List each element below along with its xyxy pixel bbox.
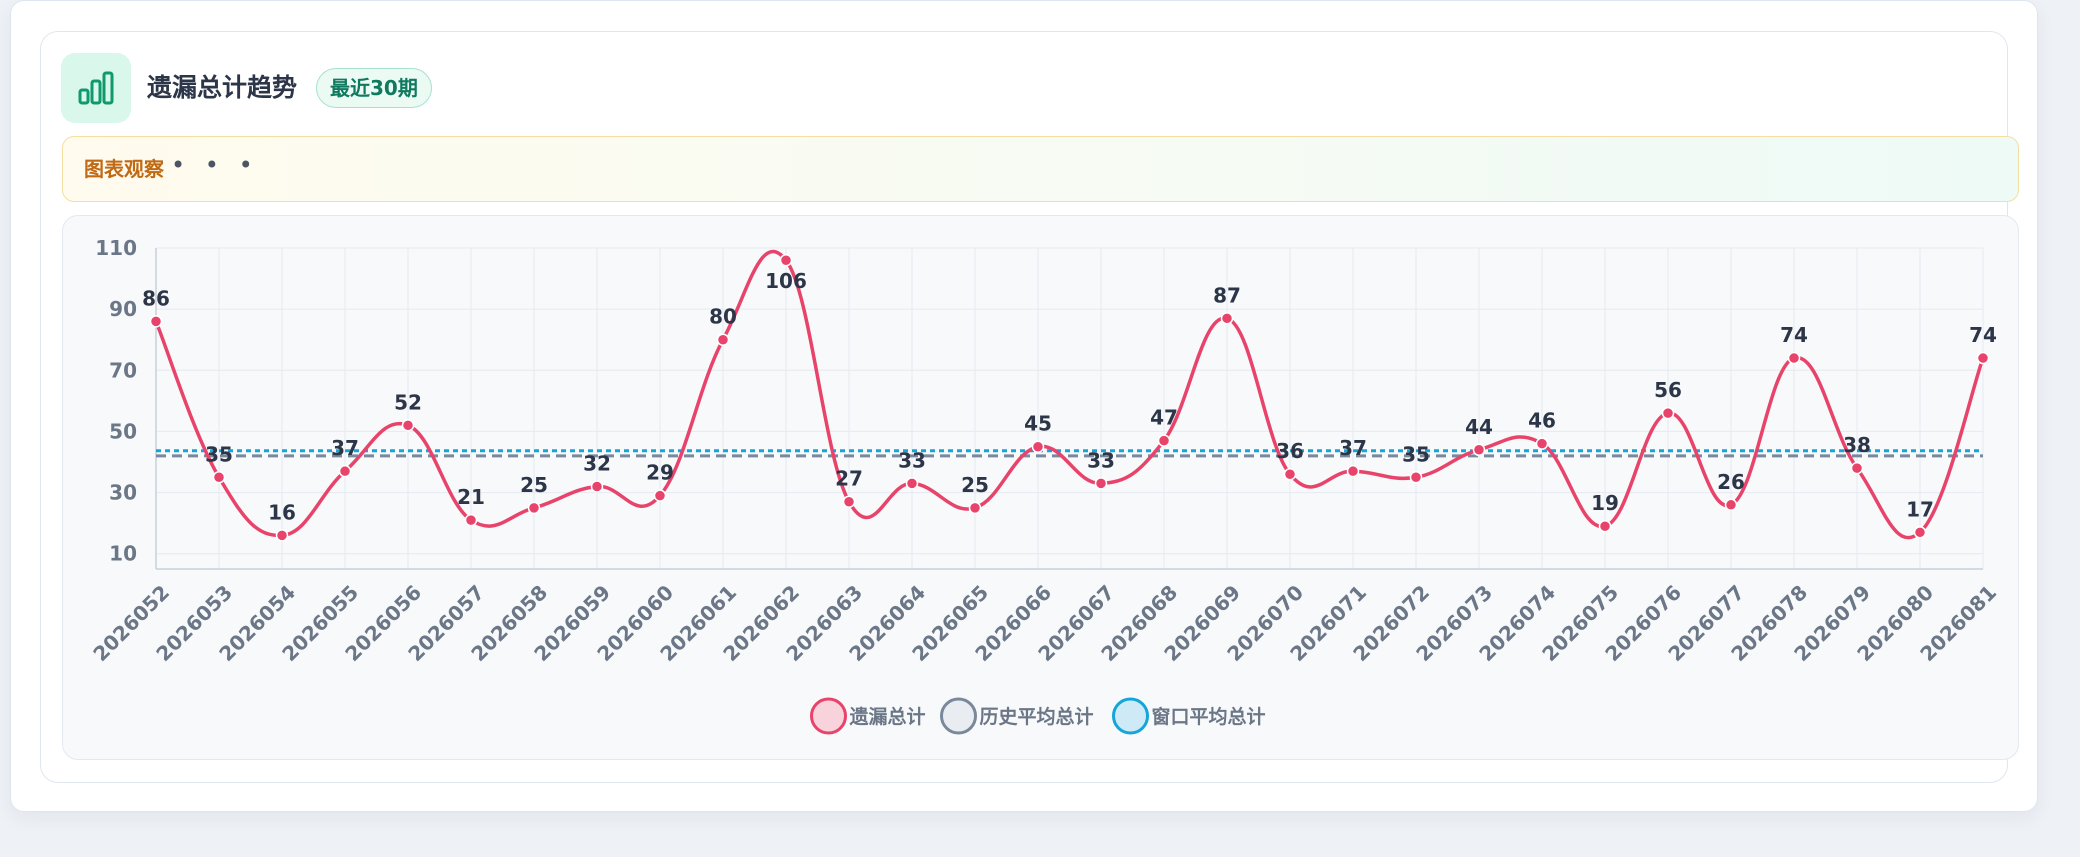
data-label: 33	[1087, 448, 1115, 472]
data-point[interactable]	[1724, 498, 1738, 512]
data-point[interactable]	[1913, 526, 1927, 539]
y-tick-label: 90	[109, 297, 137, 321]
data-point[interactable]	[590, 480, 604, 493]
data-label: 38	[1843, 433, 1871, 457]
legend-historical-average[interactable]: 历史平均总计	[940, 697, 1094, 735]
data-point[interactable]	[1976, 351, 1990, 365]
data-point[interactable]	[1850, 461, 1864, 475]
data-label: 45	[1024, 412, 1052, 436]
data-point[interactable]	[1157, 434, 1171, 447]
data-point[interactable]	[842, 495, 856, 508]
legend-marker	[810, 697, 847, 735]
data-point[interactable]	[527, 501, 541, 515]
data-label: 106	[765, 269, 807, 293]
more-icon[interactable]: • • •	[171, 151, 259, 179]
data-label: 74	[1969, 323, 1997, 347]
data-label: 46	[1528, 409, 1556, 433]
data-label: 17	[1906, 497, 1934, 521]
data-point[interactable]	[1661, 406, 1675, 420]
data-label: 86	[142, 286, 170, 310]
data-label: 47	[1150, 406, 1178, 430]
data-label: 35	[205, 442, 233, 466]
data-point[interactable]	[1220, 312, 1234, 325]
chart-panel: 10 30 50 70 90 110 2026052 2026053 2026054 202605…	[62, 215, 2019, 760]
data-label: 44	[1465, 415, 1493, 439]
legend-missing-total[interactable]: 遗漏总计	[810, 697, 926, 735]
data-label: 37	[331, 436, 359, 460]
legend-marker	[1112, 697, 1149, 735]
bar-chart-icon	[61, 53, 131, 123]
chart-observation-banner: 图表观察 • • •	[62, 136, 2019, 202]
data-point[interactable]	[653, 489, 667, 502]
data-point[interactable]	[1031, 440, 1045, 453]
data-point[interactable]	[1409, 471, 1423, 484]
data-label: 32	[583, 451, 611, 475]
period-badge: 最近30期	[316, 68, 432, 108]
data-label: 16	[268, 500, 296, 524]
data-label: 33	[898, 448, 926, 472]
data-point[interactable]	[464, 513, 478, 527]
y-tick-label: 30	[109, 481, 137, 505]
data-point[interactable]	[968, 501, 982, 515]
data-label: 26	[1717, 470, 1745, 494]
data-point[interactable]	[1283, 467, 1297, 481]
data-label: 21	[457, 485, 485, 509]
data-label: 56	[1654, 378, 1682, 402]
data-point[interactable]	[905, 477, 919, 490]
data-point[interactable]	[1787, 351, 1801, 365]
data-label: 29	[646, 461, 674, 485]
data-label: 52	[394, 390, 422, 414]
y-tick-label: 10	[109, 542, 137, 566]
data-point[interactable]	[1598, 519, 1612, 533]
data-point[interactable]	[779, 253, 793, 267]
data-label: 87	[1213, 283, 1241, 307]
observation-label: 图表观察	[84, 157, 164, 181]
legend-label: 窗口平均总计	[1152, 705, 1266, 728]
series-line-missing-total	[154, 250, 1985, 540]
data-label: 25	[961, 473, 989, 497]
data-label: 80	[709, 305, 737, 329]
data-point[interactable]	[1535, 437, 1549, 450]
data-point[interactable]	[212, 471, 226, 484]
y-tick-label: 110	[95, 236, 137, 260]
page-container: 遗漏总计趋势 最近30期 图表观察 • • • 10 30 50 70 90 110 202…	[10, 0, 2038, 812]
data-label: 35	[1402, 442, 1430, 466]
data-point[interactable]	[338, 464, 352, 478]
data-point[interactable]	[1094, 477, 1108, 490]
data-label: 25	[520, 473, 548, 497]
data-label: 74	[1780, 323, 1808, 347]
data-point[interactable]	[275, 529, 289, 542]
legend-marker	[940, 697, 977, 735]
trend-card: 遗漏总计趋势 最近30期 图表观察 • • • 10 30 50 70 90 110 202…	[40, 31, 2019, 783]
legend-window-average[interactable]: 窗口平均总计	[1112, 697, 1266, 735]
card-title: 遗漏总计趋势	[147, 73, 298, 102]
data-point[interactable]	[149, 315, 163, 328]
data-label: 37	[1339, 436, 1367, 460]
y-tick-label: 70	[109, 358, 137, 382]
data-label: 27	[835, 467, 863, 491]
y-tick-label: 50	[109, 419, 137, 443]
legend-label: 历史平均总计	[980, 705, 1094, 728]
data-label: 36	[1276, 439, 1304, 463]
data-label: 19	[1591, 491, 1619, 515]
legend-label: 遗漏总计	[849, 705, 926, 728]
data-point[interactable]	[1346, 464, 1360, 478]
data-point[interactable]	[716, 333, 730, 346]
data-point[interactable]	[1472, 443, 1486, 457]
trend-line-chart: 1030507090110202605220260532026054202605…	[88, 236, 2001, 735]
data-point[interactable]	[401, 419, 415, 432]
